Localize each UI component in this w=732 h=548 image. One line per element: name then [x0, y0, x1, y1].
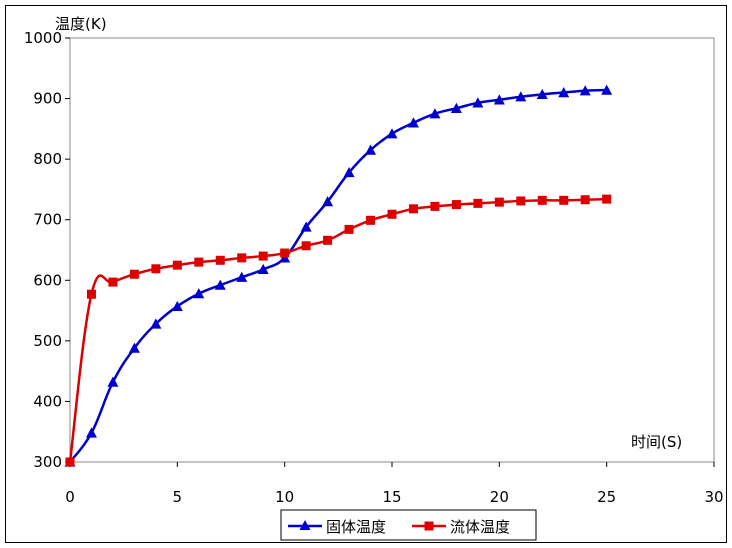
ticks-group: 300 400 500 600 700 800 900 1000 0 5 10 15 20 25 30 [24, 29, 724, 506]
data-point-square [129, 269, 139, 279]
data-point-square [237, 253, 247, 263]
x-tick-label: 10 [275, 488, 294, 506]
data-point-square [86, 289, 96, 299]
y-tick-label: 300 [33, 453, 62, 471]
data-point-triangle [257, 263, 269, 275]
legend-swatch-square-marker [424, 521, 434, 531]
data-point-square [194, 257, 204, 267]
data-point-triangle [322, 196, 334, 207]
data-point-square [172, 260, 182, 270]
data-point-square [108, 277, 118, 287]
legend-box [280, 509, 537, 541]
x-tick-label: 20 [490, 488, 509, 506]
data-point-triangle [236, 271, 248, 282]
data-point-triangle [128, 342, 140, 353]
data-point-square [494, 197, 504, 207]
y-tick-label: 1000 [24, 29, 62, 47]
data-point-triangle [214, 279, 226, 290]
x-tick-label: 30 [704, 488, 723, 506]
legend-swatch-triangle-marker [299, 520, 311, 530]
data-point-triangle [536, 88, 548, 100]
data-point-square [430, 201, 440, 211]
data-point-triangle [493, 94, 505, 105]
legend-label-fluid: 流体温度 [450, 518, 510, 536]
data-point-square [366, 215, 376, 225]
data-point-triangle [150, 318, 162, 329]
legend: 固体温度 流体温度 [280, 509, 537, 541]
data-point-square [280, 248, 290, 258]
data-point-triangle [450, 102, 462, 113]
y-tick-label: 500 [33, 332, 62, 350]
data-point-square [537, 195, 547, 205]
data-point-triangle [472, 97, 484, 108]
data-point-triangle [107, 376, 119, 387]
y-tick-label: 900 [33, 90, 62, 108]
data-point-square [323, 235, 333, 245]
data-point-triangle [579, 85, 591, 96]
y-tick-label: 600 [33, 271, 62, 289]
x-tick-label: 25 [597, 488, 616, 506]
data-point-square [65, 457, 75, 467]
x-axis-label: 时间(S) [631, 433, 682, 451]
data-point-triangle [85, 427, 97, 438]
data-point-square [258, 251, 268, 261]
data-point-square [215, 255, 225, 265]
data-point-triangle [407, 117, 419, 128]
data-point-square [559, 195, 569, 205]
data-point-triangle [515, 91, 527, 102]
x-tick-label: 0 [65, 488, 75, 506]
data-point-triangle [429, 108, 441, 119]
plot-area [69, 37, 715, 463]
data-point-square [580, 195, 590, 205]
data-point-square [151, 264, 161, 274]
x-tick-label: 5 [173, 488, 183, 506]
data-point-triangle [171, 300, 183, 312]
data-point-square [301, 241, 311, 251]
data-point-triangle [601, 84, 613, 95]
data-point-triangle [386, 128, 398, 139]
x-tick-label: 15 [382, 488, 401, 506]
data-point-square [344, 224, 354, 234]
data-point-square [473, 198, 483, 208]
data-point-triangle [365, 144, 377, 155]
data-point-square [602, 194, 612, 204]
data-point-square [387, 209, 397, 219]
data-point-triangle [343, 166, 355, 178]
data-point-triangle [300, 221, 312, 232]
data-point-triangle [193, 288, 205, 299]
data-point-square [516, 196, 526, 206]
data-point-square [451, 200, 461, 210]
series-group [64, 84, 613, 467]
legend-label-solid: 固体温度 [326, 518, 386, 536]
y-tick-label: 400 [33, 392, 62, 410]
data-point-triangle [558, 87, 570, 98]
y-tick-label: 700 [33, 211, 62, 229]
y-axis-label: 温度(K) [55, 15, 107, 33]
data-point-square [408, 204, 418, 214]
y-tick-label: 800 [33, 150, 62, 168]
